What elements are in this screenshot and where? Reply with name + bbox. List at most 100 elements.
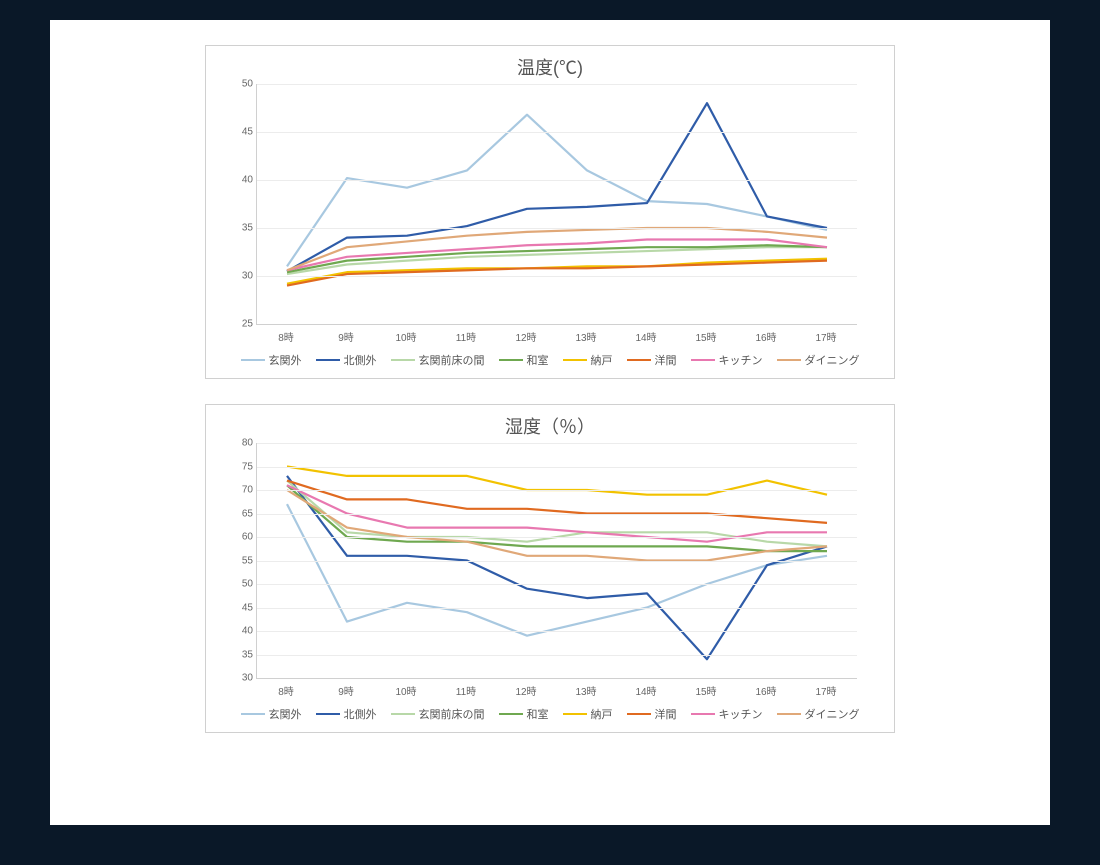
legend-label: 北側外 xyxy=(344,352,377,368)
legend-label: 玄関外 xyxy=(269,352,302,368)
y-tick-label: 55 xyxy=(225,555,253,566)
legend-swatch xyxy=(563,713,587,715)
x-tick-label: 15時 xyxy=(676,683,736,698)
legend-item-nando: 納戸 xyxy=(563,706,613,722)
gridline xyxy=(257,180,857,181)
series-genkan_out xyxy=(287,504,827,636)
legend-item-north_out: 北側外 xyxy=(316,352,377,368)
gridline xyxy=(257,443,857,444)
x-tick-label: 10時 xyxy=(376,329,436,344)
legend-swatch xyxy=(391,359,415,361)
legend-label: ダイニング xyxy=(805,352,860,368)
gridline xyxy=(257,537,857,538)
legend-swatch xyxy=(563,359,587,361)
line-layer xyxy=(257,84,857,324)
plot-canvas: 253035404550 xyxy=(256,84,857,325)
legend-swatch xyxy=(691,359,715,361)
chart-title: 温度(℃) xyxy=(206,46,894,84)
legend-item-genkan_toko: 玄関前床の間 xyxy=(391,706,485,722)
y-tick-label: 75 xyxy=(225,461,253,472)
plot-area: 253035404550 8時9時10時11時12時13時14時15時16時17… xyxy=(256,84,874,344)
legend-swatch xyxy=(499,713,523,715)
legend-item-washitsu: 和室 xyxy=(499,706,549,722)
legend-item-kitchen: キッチン xyxy=(691,706,763,722)
y-tick-label: 35 xyxy=(225,223,253,234)
legend-swatch xyxy=(499,359,523,361)
x-tick-label: 12時 xyxy=(496,683,556,698)
legend-swatch xyxy=(777,359,801,361)
x-tick-label: 14時 xyxy=(616,683,676,698)
y-tick-label: 45 xyxy=(225,602,253,613)
legend-swatch xyxy=(316,359,340,361)
legend-label: 玄関前床の間 xyxy=(419,352,485,368)
legend-item-nando: 納戸 xyxy=(563,352,613,368)
legend-swatch xyxy=(777,713,801,715)
legend-swatch xyxy=(241,359,265,361)
page-panel: 温度(℃) 253035404550 8時9時10時11時12時13時14時15… xyxy=(50,20,1050,825)
legend-item-genkan_out: 玄関外 xyxy=(241,352,302,368)
x-axis-labels: 8時9時10時11時12時13時14時15時16時17時 xyxy=(256,683,856,698)
plot-area: 3035404550556065707580 8時9時10時11時12時13時1… xyxy=(256,443,874,698)
y-tick-label: 80 xyxy=(225,438,253,449)
x-tick-label: 10時 xyxy=(376,683,436,698)
y-tick-label: 65 xyxy=(225,508,253,519)
y-tick-label: 45 xyxy=(225,127,253,138)
x-tick-label: 12時 xyxy=(496,329,556,344)
x-tick-label: 15時 xyxy=(676,329,736,344)
legend-item-washitsu: 和室 xyxy=(499,352,549,368)
legend: 玄関外 北側外 玄関前床の間和室 納戸 洋間 キッチン ダイニング xyxy=(206,698,894,732)
y-tick-label: 35 xyxy=(225,649,253,660)
gridline xyxy=(257,631,857,632)
x-tick-label: 8時 xyxy=(256,329,316,344)
legend-item-youma: 洋間 xyxy=(627,352,677,368)
y-tick-label: 60 xyxy=(225,532,253,543)
gridline xyxy=(257,132,857,133)
legend-item-genkan_toko: 玄関前床の間 xyxy=(391,352,485,368)
y-tick-label: 50 xyxy=(225,579,253,590)
legend-label: 納戸 xyxy=(591,706,613,722)
y-tick-label: 50 xyxy=(225,79,253,90)
y-tick-label: 70 xyxy=(225,485,253,496)
x-tick-label: 11時 xyxy=(436,329,496,344)
y-tick-label: 30 xyxy=(225,673,253,684)
x-tick-label: 9時 xyxy=(316,683,376,698)
x-tick-label: 13時 xyxy=(556,683,616,698)
x-tick-label: 16時 xyxy=(736,329,796,344)
x-tick-label: 14時 xyxy=(616,329,676,344)
gridline xyxy=(257,228,857,229)
gridline xyxy=(257,584,857,585)
gridline xyxy=(257,561,857,562)
legend-swatch xyxy=(691,713,715,715)
y-tick-label: 25 xyxy=(225,319,253,330)
legend-item-dining: ダイニング xyxy=(777,706,860,722)
series-youma xyxy=(287,481,827,523)
gridline xyxy=(257,467,857,468)
legend-swatch xyxy=(627,359,651,361)
legend-label: キッチン xyxy=(719,352,763,368)
gridline xyxy=(257,276,857,277)
x-tick-label: 11時 xyxy=(436,683,496,698)
legend-label: 納戸 xyxy=(591,352,613,368)
legend-label: ダイニング xyxy=(805,706,860,722)
legend-swatch xyxy=(627,713,651,715)
y-tick-label: 30 xyxy=(225,271,253,282)
legend-label: 玄関外 xyxy=(269,706,302,722)
chart-title: 湿度（％） xyxy=(206,405,894,443)
humidity-chart: 湿度（％） 3035404550556065707580 8時9時10時11時1… xyxy=(205,404,895,733)
gridline xyxy=(257,84,857,85)
legend-item-genkan_out: 玄関外 xyxy=(241,706,302,722)
legend: 玄関外 北側外 玄関前床の間 和室 納戸洋間 キッチン ダイニング xyxy=(206,344,894,378)
x-tick-label: 8時 xyxy=(256,683,316,698)
legend-label: キッチン xyxy=(719,706,763,722)
legend-label: 和室 xyxy=(527,352,549,368)
legend-item-north_out: 北側外 xyxy=(316,706,377,722)
legend-label: 北側外 xyxy=(344,706,377,722)
x-tick-label: 16時 xyxy=(736,683,796,698)
legend-swatch xyxy=(241,713,265,715)
plot-canvas: 3035404550556065707580 xyxy=(256,443,857,679)
legend-label: 玄関前床の間 xyxy=(419,706,485,722)
gridline xyxy=(257,608,857,609)
x-axis-labels: 8時9時10時11時12時13時14時15時16時17時 xyxy=(256,329,856,344)
x-tick-label: 17時 xyxy=(796,683,856,698)
legend-label: 洋間 xyxy=(655,706,677,722)
